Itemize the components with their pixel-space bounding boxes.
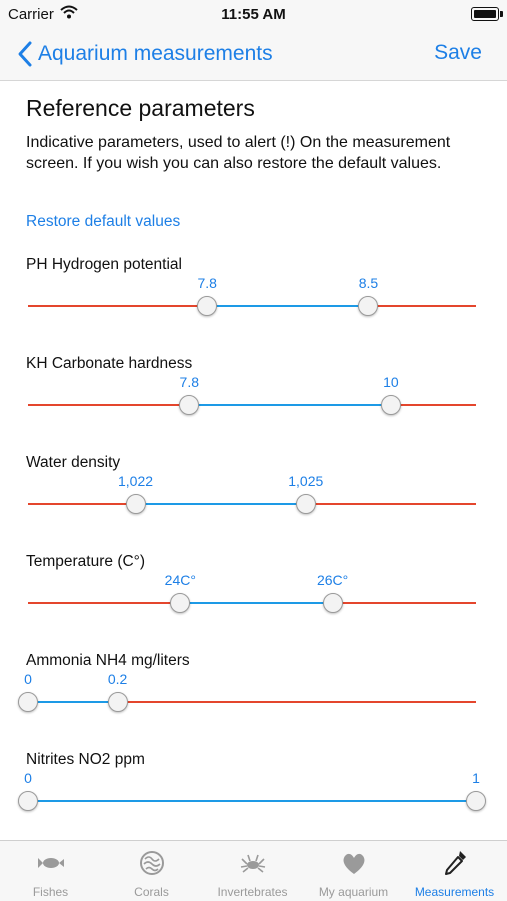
parameter-label: Temperature (C°) [26,553,146,570]
slider-max-value: 1 [472,770,480,786]
slider-range-track[interactable] [28,701,118,703]
slider-min-thumb[interactable] [170,593,191,613]
slider-range-track[interactable] [28,800,476,802]
slider-track[interactable] [117,701,476,703]
slider-min-value: 0 [24,770,32,786]
slider-max-value: 0.2 [107,671,128,687]
slider-min-thumb[interactable] [18,791,38,811]
back-button[interactable]: Aquarium measurements [12,39,273,69]
slider-max-thumb[interactable] [295,494,316,514]
slider-max-thumb[interactable] [466,791,486,811]
slider-min-value: 7.8 [179,374,199,390]
back-button-label: Aquarium measurements [38,42,273,65]
slider-range-track[interactable] [180,602,333,604]
slider-max-value: 26C° [316,572,349,588]
tab-fishes[interactable]: Fishes [0,841,101,901]
slider-track[interactable] [28,404,190,406]
description-text: Indicative parameters, used to alert (!)… [26,134,451,172]
heart-icon [343,853,364,874]
tab-invertebrates[interactable]: Invertebrates [202,841,303,901]
slider-max-value: 8.5 [358,275,379,291]
page-title: Reference parameters [26,95,255,121]
slider-max-value: 1,025 [288,473,324,489]
tab-label: Fishes [32,885,69,899]
slider-max-thumb[interactable] [358,296,379,316]
reference-parameters-screen: Reference parameters Indicative paramete… [0,81,507,839]
slider-min-value: 1,022 [117,473,154,489]
tab-my-aquarium[interactable]: My aquarium [303,841,404,901]
parameter-label: KH Carbonate hardness [26,355,193,372]
tab-bar: Fishes Corals Invertebrates My aquarium … [0,840,507,901]
slider-track[interactable] [28,602,181,604]
battery-icon [471,7,503,21]
parameter-label: Nitrites NO2 ppm [26,751,145,768]
coral-icon [139,851,164,875]
slider-range-track[interactable] [207,305,369,307]
dropper-icon [444,851,466,875]
crab-icon [240,854,265,873]
parameter-label: Water density [26,454,121,471]
wifi-icon [60,5,78,24]
tab-corals[interactable]: Corals [101,841,202,901]
slider-min-thumb[interactable] [125,494,146,514]
slider-min-value: 0 [24,671,32,687]
slider-min-value: 7.8 [197,275,217,291]
clock: 11:55 AM [221,6,286,23]
slider-track[interactable] [390,404,476,406]
slider-track[interactable] [28,305,208,307]
slider-track[interactable] [28,503,136,505]
parameter-label: Ammonia NH4 mg/liters [26,652,190,669]
slider-max-value: 10 [383,374,399,390]
slider-range-track[interactable] [135,503,306,505]
tab-measurements[interactable]: Measurements [404,841,505,901]
slider-track[interactable] [368,305,476,307]
tab-label: Measurements [414,885,495,899]
tab-label: My aquarium [318,885,389,899]
slider-min-thumb[interactable] [179,395,200,415]
slider-min-thumb[interactable] [18,692,38,712]
fish-icon [37,858,64,868]
slider-track[interactable] [305,503,476,505]
slider-track[interactable] [332,602,476,604]
tab-label: Invertebrates [217,885,288,899]
chevron-left-icon [18,41,32,67]
carrier-label: Carrier [8,6,54,23]
slider-max-thumb[interactable] [107,692,128,712]
slider-max-thumb[interactable] [380,395,401,415]
save-button[interactable]: Save [434,41,482,64]
slider-max-thumb[interactable] [322,593,343,613]
navigation-bar: Aquarium measurements Save [0,28,507,81]
status-bar: Carrier 11:55 AM [0,0,507,28]
parameter-label: PH Hydrogen potential [26,256,182,273]
restore-defaults-link[interactable]: Restore default values [26,213,181,230]
slider-min-thumb[interactable] [197,296,218,316]
slider-range-track[interactable] [189,404,391,406]
slider-min-value: 24C° [164,572,196,588]
tab-label: Corals [134,885,169,899]
